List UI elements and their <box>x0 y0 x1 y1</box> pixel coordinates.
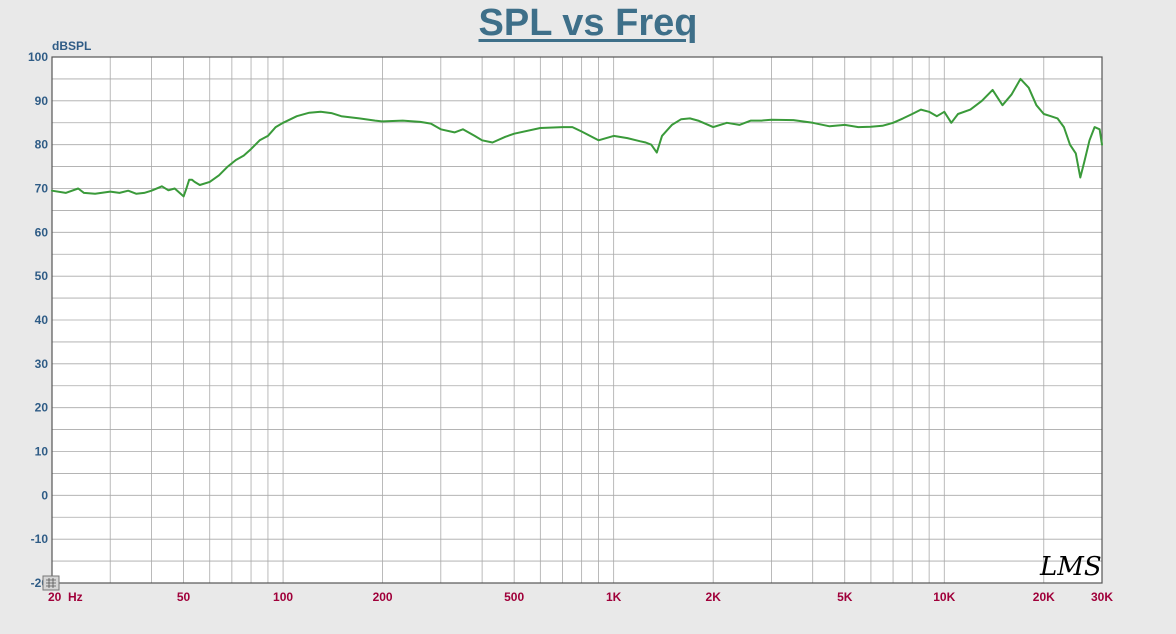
plot-frame <box>51 56 1103 584</box>
x-tick-label: 2K <box>706 590 722 604</box>
y-tick-label: 40 <box>35 313 49 327</box>
x-tick-label: 5K <box>837 590 853 604</box>
lms-watermark: LMS <box>1039 552 1102 582</box>
x-tick-label: 1K <box>606 590 622 604</box>
x-tick-labels: 20 Hz 50 100 200 500 1K 2K 5K 10K 20K 30K <box>48 590 1113 604</box>
x-tick-label: 30K <box>1091 590 1113 604</box>
x-tick-label: 10K <box>933 590 955 604</box>
series-line <box>51 77 1103 198</box>
y-axis-label: dBSPL <box>52 39 91 53</box>
y-tick-label: 80 <box>35 138 49 152</box>
y-tick-label: -10 <box>31 532 49 546</box>
x-tick-label: 20 Hz <box>48 590 83 604</box>
y-tick-label: 90 <box>35 94 49 108</box>
y-tick-label: 0 <box>41 488 48 502</box>
y-tick-label: 20 <box>35 401 49 415</box>
corner-grid-icon <box>46 578 56 588</box>
x-tick-label: 50 <box>177 590 191 604</box>
y-tick-label: 50 <box>35 269 49 283</box>
y-tick-label: 100 <box>28 50 48 64</box>
y-tick-label: 70 <box>35 182 49 196</box>
series-group <box>51 77 1103 198</box>
y-tick-label: 60 <box>35 225 49 239</box>
x-tick-label: 500 <box>504 590 524 604</box>
x-tick-label: 20K <box>1033 590 1055 604</box>
corner-button[interactable] <box>42 575 60 591</box>
grid-lines <box>51 56 1103 584</box>
x-tick-label: 200 <box>373 590 393 604</box>
y-tick-label: 10 <box>35 445 49 459</box>
chart-title: SPL vs Freq <box>478 2 698 44</box>
y-tick-label: 30 <box>35 357 49 371</box>
x-tick-label: 100 <box>273 590 293 604</box>
